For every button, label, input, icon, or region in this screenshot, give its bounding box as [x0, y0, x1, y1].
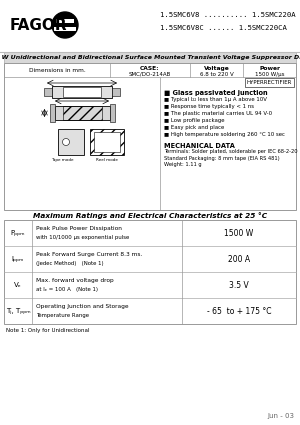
Bar: [52, 86, 112, 98]
Text: HYPERRECTIFIER: HYPERRECTIFIER: [247, 80, 292, 85]
Text: Dimensions in mm.: Dimensions in mm.: [28, 68, 86, 73]
Bar: [50, 104, 55, 122]
Text: Power: Power: [259, 66, 280, 71]
Bar: [63, 87, 101, 97]
Text: Max. forward voltage drop: Max. forward voltage drop: [36, 278, 114, 283]
Text: 3.5 V: 3.5 V: [229, 280, 249, 289]
Text: 1500 W: 1500 W: [224, 229, 254, 238]
Bar: [112, 88, 120, 96]
Text: 200 A: 200 A: [228, 255, 250, 264]
Text: at Iₑ = 100 A   (Note 1): at Iₑ = 100 A (Note 1): [36, 287, 98, 292]
Text: ■ Response time typically < 1 ns: ■ Response time typically < 1 ns: [164, 104, 254, 109]
Text: 1500 W/μs: 1500 W/μs: [255, 71, 284, 76]
Text: 6.8 to 220 V: 6.8 to 220 V: [200, 71, 233, 76]
Circle shape: [62, 139, 70, 145]
Text: - 65  to + 175 °C: - 65 to + 175 °C: [207, 306, 271, 315]
Text: Terminals: Solder plated, solderable per IEC 68-2-20: Terminals: Solder plated, solderable per…: [164, 149, 298, 154]
Text: FAGOR: FAGOR: [10, 17, 68, 32]
Text: MECHANICAL DATA: MECHANICAL DATA: [164, 143, 235, 149]
Text: Tⱼ, Tₚₚₘ: Tⱼ, Tₚₚₘ: [6, 308, 30, 314]
Bar: [4, 63, 296, 210]
Text: Note 1: Only for Unidirectional: Note 1: Only for Unidirectional: [6, 328, 89, 333]
Text: Iₚₚₘ: Iₚₚₘ: [12, 256, 24, 262]
Bar: [55, 106, 110, 120]
Text: CASE:: CASE:: [140, 66, 160, 71]
Text: Standard Packaging: 8 mm tape (EIA RS 481): Standard Packaging: 8 mm tape (EIA RS 48…: [164, 156, 280, 161]
Bar: [54, 27, 76, 31]
Bar: [56, 19, 74, 23]
Text: Tape mode: Tape mode: [51, 158, 73, 162]
Bar: [110, 104, 115, 122]
Text: Weight: 1.11 g: Weight: 1.11 g: [164, 162, 202, 167]
Text: Peak Pulse Power Dissipation: Peak Pulse Power Dissipation: [36, 226, 122, 231]
Text: Jun - 03: Jun - 03: [267, 413, 294, 419]
Text: ■ The plastic material carries UL 94 V-0: ■ The plastic material carries UL 94 V-0: [164, 111, 272, 116]
Bar: [58, 129, 84, 155]
Text: Voltage: Voltage: [204, 66, 230, 71]
Text: ■ Typical I₂₂ less than 1μ A above 10V: ■ Typical I₂₂ less than 1μ A above 10V: [164, 97, 267, 102]
Text: Pₚₚₘ: Pₚₚₘ: [11, 230, 25, 236]
Bar: [4, 52, 296, 63]
Circle shape: [52, 12, 78, 38]
Text: Operating Junction and Storage: Operating Junction and Storage: [36, 304, 129, 309]
Bar: [94, 132, 120, 152]
Bar: [4, 220, 296, 324]
Text: ■ Easy pick and place: ■ Easy pick and place: [164, 125, 224, 130]
Text: Reel mode: Reel mode: [96, 158, 118, 162]
Text: Vₑ: Vₑ: [14, 282, 22, 288]
Text: Maximum Ratings and Electrical Characteristics at 25 °C: Maximum Ratings and Electrical Character…: [33, 212, 267, 219]
Text: ■ Glass passivated junction: ■ Glass passivated junction: [164, 90, 268, 96]
Text: 1.5SMC6V8C ...... 1.5SMC220CA: 1.5SMC6V8C ...... 1.5SMC220CA: [160, 25, 287, 31]
Bar: [62, 106, 101, 120]
Text: 1.5SMC6V8 .......... 1.5SMC220A: 1.5SMC6V8 .......... 1.5SMC220A: [160, 12, 296, 18]
Text: 1500 W Unidirectional and Bidirectional Surface Mounted Transient Voltage Suppre: 1500 W Unidirectional and Bidirectional …: [0, 55, 300, 60]
Bar: [90, 129, 124, 155]
Text: ■ Low profile package: ■ Low profile package: [164, 118, 224, 123]
Text: SMC/DO-214AB: SMC/DO-214AB: [129, 71, 171, 76]
Bar: [44, 88, 52, 96]
Text: ■ High temperature soldering 260 °C 10 sec: ■ High temperature soldering 260 °C 10 s…: [164, 132, 285, 137]
Text: Peak Forward Surge Current 8.3 ms.: Peak Forward Surge Current 8.3 ms.: [36, 252, 142, 257]
Text: Temperature Range: Temperature Range: [36, 313, 89, 318]
Text: with 10/1000 μs exponential pulse: with 10/1000 μs exponential pulse: [36, 235, 129, 240]
Bar: [0, 0, 300, 50]
Text: (Jedec Method)   (Note 1): (Jedec Method) (Note 1): [36, 261, 104, 266]
